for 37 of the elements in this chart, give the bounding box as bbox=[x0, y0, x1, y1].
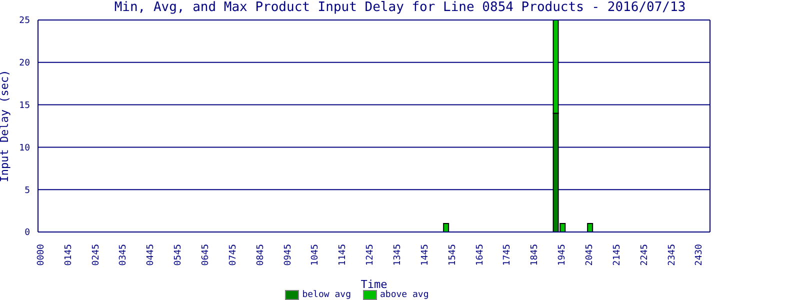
x-tick-label: 1845 bbox=[530, 244, 540, 266]
y-tick-label: 0 bbox=[24, 228, 30, 238]
x-tick-label: 1745 bbox=[502, 244, 513, 266]
x-tick-label: 1945 bbox=[558, 244, 568, 266]
x-tick-label: 0745 bbox=[228, 244, 238, 266]
x-tick-label: 0545 bbox=[174, 244, 184, 266]
x-tick-label: 1645 bbox=[475, 244, 486, 266]
x-tick-label: 0145 bbox=[64, 244, 74, 266]
x-tick-label: 1145 bbox=[338, 244, 348, 266]
x-tick-label: 2045 bbox=[585, 244, 595, 266]
y-tick-label: 20 bbox=[19, 58, 30, 69]
chart-title: Min, Avg, and Max Product Input Delay for Line 0854 Products - 2016/07/13 bbox=[113, 0, 687, 15]
x-tick-label: 0845 bbox=[256, 244, 266, 266]
x-tick-label: 0245 bbox=[91, 244, 102, 266]
x-tick-label: 0345 bbox=[118, 244, 129, 266]
x-axis-title: Time bbox=[360, 278, 388, 291]
x-tick-label: 1345 bbox=[393, 244, 403, 266]
bar bbox=[443, 223, 450, 232]
x-tick-label: 0945 bbox=[283, 244, 294, 266]
x-tick-label: 1245 bbox=[366, 244, 376, 266]
legend-label: below avg bbox=[301, 290, 351, 300]
x-tick-label: 1445 bbox=[420, 244, 430, 266]
legend-label: above avg bbox=[379, 290, 429, 300]
y-tick-label: 25 bbox=[19, 16, 30, 26]
x-tick-label: 2345 bbox=[667, 244, 678, 266]
x-tick-label: 2430 bbox=[694, 244, 705, 266]
x-tick-label: 0445 bbox=[146, 244, 156, 266]
y-tick-label: 10 bbox=[19, 143, 30, 154]
x-tick-label: 2145 bbox=[612, 244, 622, 266]
y-tick-label: 15 bbox=[19, 100, 30, 111]
x-tick-label: 1045 bbox=[310, 244, 321, 266]
x-tick-label: 0000 bbox=[36, 244, 46, 266]
y-tick-label: 5 bbox=[24, 186, 30, 196]
x-tick-label: 2245 bbox=[640, 244, 650, 266]
bar bbox=[587, 223, 594, 232]
x-tick-label: 1545 bbox=[448, 244, 458, 266]
x-tick-label: 0645 bbox=[201, 244, 211, 266]
